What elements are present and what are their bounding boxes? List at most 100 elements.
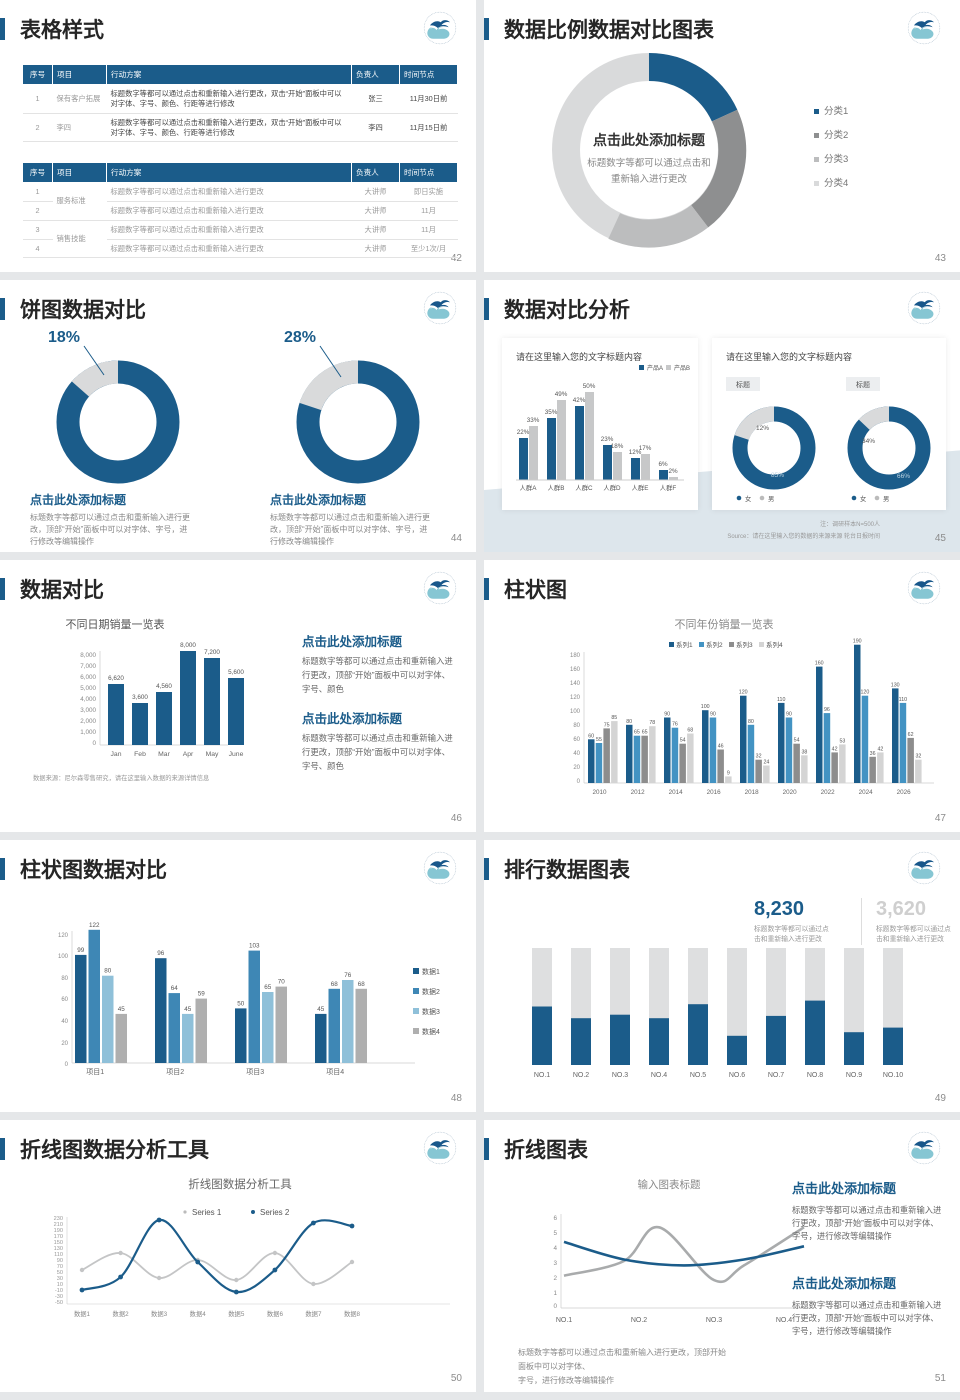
svg-text:59: 59 bbox=[198, 991, 206, 998]
svg-text:NO.8: NO.8 bbox=[807, 1072, 823, 1079]
svg-text:改，顶部“开始”面板中可以对字体、字号，进: 改，顶部“开始”面板中可以对字体、字号，进 bbox=[270, 524, 427, 534]
svg-text:NO.2: NO.2 bbox=[573, 1072, 589, 1079]
svg-text:90: 90 bbox=[710, 712, 716, 718]
svg-text:标题: 标题 bbox=[736, 380, 750, 389]
svg-text:产品B: 产品B bbox=[674, 364, 690, 372]
svg-text:NO.2: NO.2 bbox=[631, 1317, 647, 1324]
svg-text:64: 64 bbox=[171, 985, 179, 992]
svg-text:68: 68 bbox=[331, 981, 339, 988]
svg-text:Series 2: Series 2 bbox=[260, 1208, 290, 1217]
svg-text:2020: 2020 bbox=[783, 789, 798, 796]
svg-text:项目4: 项目4 bbox=[326, 1068, 344, 1076]
svg-text:120: 120 bbox=[739, 690, 748, 696]
svg-text:120: 120 bbox=[570, 695, 581, 701]
svg-text:110: 110 bbox=[777, 697, 785, 703]
svg-text:3,600: 3,600 bbox=[132, 694, 148, 701]
svg-text:18%: 18% bbox=[611, 443, 624, 450]
svg-text:60: 60 bbox=[61, 997, 68, 1003]
svg-text:标题数字等都可以通过点击和: 标题数字等都可以通过点击和 bbox=[587, 157, 711, 169]
svg-text:标题数字等都可以通过点击和重新输入进行更: 标题数字等都可以通过点击和重新输入进行更 bbox=[270, 512, 430, 522]
svg-text:42: 42 bbox=[877, 746, 883, 752]
svg-text:80: 80 bbox=[573, 723, 580, 729]
svg-text:数据7: 数据7 bbox=[305, 1309, 322, 1318]
svg-text:36: 36 bbox=[870, 751, 876, 757]
svg-text:80: 80 bbox=[104, 968, 112, 975]
svg-text:点击此处添加标题: 点击此处添加标题 bbox=[30, 492, 127, 507]
svg-text:85%: 85% bbox=[771, 472, 784, 479]
svg-text:行修改等编辑操作: 行修改等编辑操作 bbox=[270, 536, 334, 546]
svg-text:行更改，顶部“开始”面板中可以对字体、: 行更改，顶部“开始”面板中可以对字体、 bbox=[302, 747, 450, 757]
svg-text:系列2: 系列2 bbox=[706, 640, 723, 649]
svg-text:项目1: 项目1 bbox=[86, 1068, 104, 1076]
svg-text:标题数字等都可以通过点击和重新输入进行更改，顶部开始: 标题数字等都可以通过点击和重新输入进行更改，顶部开始 bbox=[518, 1347, 726, 1357]
svg-text:数据8: 数据8 bbox=[344, 1309, 361, 1318]
svg-text:NO.1: NO.1 bbox=[534, 1072, 550, 1079]
svg-text:Jan: Jan bbox=[111, 751, 122, 758]
svg-text:75: 75 bbox=[604, 722, 610, 728]
svg-text:0: 0 bbox=[577, 779, 581, 785]
svg-text:请在这里输入您的文字标题内容: 请在这里输入您的文字标题内容 bbox=[516, 351, 642, 362]
svg-text:160: 160 bbox=[570, 667, 581, 673]
svg-text:Feb: Feb bbox=[134, 751, 146, 758]
svg-text:系列4: 系列4 bbox=[766, 640, 783, 649]
svg-text:32: 32 bbox=[915, 754, 921, 760]
svg-text:80: 80 bbox=[748, 719, 754, 725]
svg-text:90: 90 bbox=[786, 712, 792, 718]
svg-text:点击此处添加标题: 点击此处添加标题 bbox=[302, 711, 403, 726]
svg-text:80: 80 bbox=[61, 976, 68, 982]
svg-text:改，顶部“开始”面板中可以对字体、字号，进: 改，顶部“开始”面板中可以对字体、字号，进 bbox=[30, 524, 187, 534]
svg-text:2,000: 2,000 bbox=[80, 718, 96, 725]
svg-text:数据1: 数据1 bbox=[422, 967, 440, 976]
svg-text:35%: 35% bbox=[545, 409, 558, 416]
svg-text:June: June bbox=[229, 751, 244, 758]
svg-text:0: 0 bbox=[553, 1303, 557, 1310]
svg-text:3: 3 bbox=[553, 1260, 557, 1267]
svg-text:65: 65 bbox=[642, 730, 648, 736]
svg-text:22%: 22% bbox=[517, 429, 530, 436]
svg-text:6: 6 bbox=[553, 1215, 557, 1222]
svg-text:字号、颜色: 字号、颜色 bbox=[302, 684, 344, 694]
svg-text:数据1: 数据1 bbox=[74, 1309, 91, 1318]
svg-text:字号，进行修改等编辑操作: 字号，进行修改等编辑操作 bbox=[518, 1375, 614, 1385]
svg-text:62: 62 bbox=[908, 732, 914, 738]
svg-text:5,000: 5,000 bbox=[80, 685, 96, 692]
svg-text:不同日期销量一览表: 不同日期销量一览表 bbox=[66, 617, 165, 631]
svg-text:项目2: 项目2 bbox=[166, 1068, 184, 1076]
svg-text:数据3: 数据3 bbox=[422, 1007, 440, 1016]
svg-text:28%: 28% bbox=[284, 329, 316, 346]
svg-text:数据来源：尼尔森零售研究，请在这里输入数据的来源详情信息: 数据来源：尼尔森零售研究，请在这里输入数据的来源详情信息 bbox=[33, 773, 209, 782]
svg-text:数据5: 数据5 bbox=[228, 1309, 245, 1318]
svg-text:53: 53 bbox=[839, 738, 845, 744]
svg-text:40: 40 bbox=[573, 751, 580, 757]
svg-text:100: 100 bbox=[58, 954, 69, 960]
svg-text:系列3: 系列3 bbox=[736, 640, 753, 649]
svg-text:点击此处添加标题: 点击此处添加标题 bbox=[593, 132, 706, 148]
svg-text:人群D: 人群D bbox=[603, 483, 621, 492]
svg-text:32: 32 bbox=[756, 754, 762, 760]
svg-text:180: 180 bbox=[570, 653, 581, 659]
svg-text:标题数字等都可以通过点击和重新输入进行更: 标题数字等都可以通过点击和重新输入进行更 bbox=[30, 512, 190, 522]
svg-text:68: 68 bbox=[687, 728, 693, 734]
svg-text:60: 60 bbox=[573, 737, 580, 743]
svg-text:2018: 2018 bbox=[745, 789, 760, 796]
svg-text:Mar: Mar bbox=[158, 751, 170, 758]
svg-text:6,000: 6,000 bbox=[80, 674, 96, 681]
svg-text:7,200: 7,200 bbox=[204, 649, 220, 656]
svg-text:数据2: 数据2 bbox=[113, 1309, 130, 1318]
svg-text:38: 38 bbox=[801, 749, 807, 755]
svg-text:6%: 6% bbox=[658, 461, 668, 468]
svg-text:2%: 2% bbox=[668, 468, 678, 475]
svg-text:60: 60 bbox=[588, 733, 594, 739]
svg-text:68: 68 bbox=[358, 981, 366, 988]
svg-text:12%: 12% bbox=[756, 425, 769, 432]
svg-text:NO.1: NO.1 bbox=[556, 1317, 572, 1324]
svg-text:NO.10: NO.10 bbox=[883, 1072, 903, 1079]
svg-text:输入图表标题: 输入图表标题 bbox=[638, 1178, 701, 1191]
svg-text:120: 120 bbox=[860, 690, 869, 696]
svg-text:分类2: 分类2 bbox=[824, 129, 848, 141]
svg-text:面板中可以对字体、: 面板中可以对字体、 bbox=[518, 1361, 590, 1371]
svg-text:数据3: 数据3 bbox=[151, 1309, 168, 1318]
svg-text:20: 20 bbox=[61, 1041, 68, 1047]
svg-text:122: 122 bbox=[89, 922, 100, 929]
svg-text:78: 78 bbox=[649, 720, 655, 726]
